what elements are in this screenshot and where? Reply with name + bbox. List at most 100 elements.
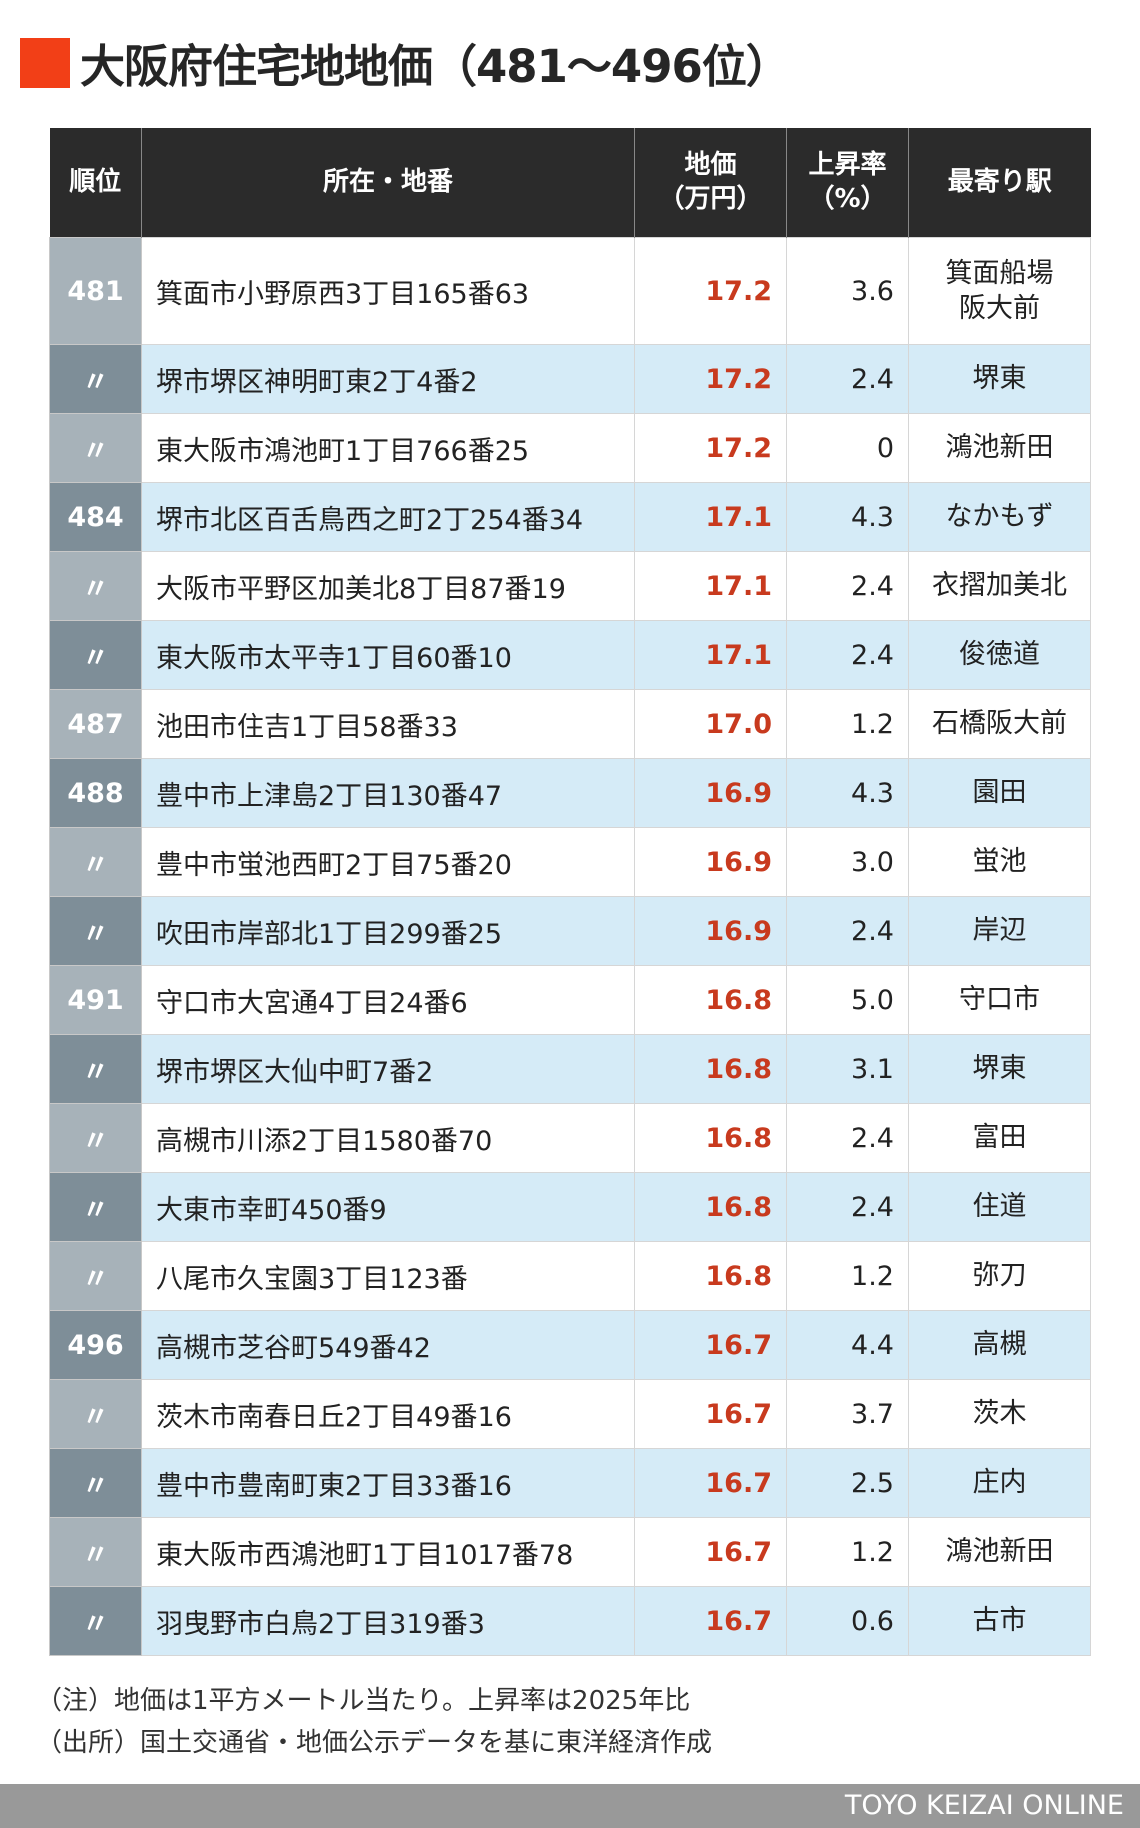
cell-price: 16.9 <box>634 896 787 966</box>
cell-address: 吹田市岸部北1丁目299番25 <box>141 896 635 966</box>
cell-rank: 〃 <box>49 1379 142 1449</box>
header-rate: 上昇率 （%） <box>786 128 909 238</box>
cell-rank: 〃 <box>49 1034 142 1104</box>
cell-rank: 〃 <box>49 1448 142 1518</box>
cell-address: 池田市住吉1丁目58番33 <box>141 689 635 759</box>
cell-station: 堺東 <box>908 344 1091 414</box>
cell-price: 16.8 <box>634 965 787 1035</box>
cell-station: 堺東 <box>908 1034 1091 1104</box>
table-row: 487 池田市住吉1丁目58番33 17.0 1.2 石橋阪大前 <box>49 689 1091 759</box>
cell-station: 衣摺加美北 <box>908 551 1091 621</box>
cell-price: 17.1 <box>634 620 787 690</box>
cell-rank: 〃 <box>49 1241 142 1311</box>
cell-station: 茨木 <box>908 1379 1091 1449</box>
table-row: 〃大阪市平野区加美北8丁目87番19 17.1 2.4 衣摺加美北 <box>49 551 1091 621</box>
cell-address: 豊中市蛍池西町2丁目75番20 <box>141 827 635 897</box>
cell-price: 17.2 <box>634 237 787 345</box>
cell-price: 16.7 <box>634 1448 787 1518</box>
cell-rank: 〃 <box>49 1172 142 1242</box>
table-row: 496 高槻市芝谷町549番42 16.7 4.4 高槻 <box>49 1310 1091 1380</box>
cell-rank: 488 <box>49 758 142 828</box>
cell-rate: 4.4 <box>786 1310 909 1380</box>
cell-rate: 0.6 <box>786 1586 909 1656</box>
cell-price: 16.7 <box>634 1310 787 1380</box>
land-price-table: 順位 所在・地番 地価 （万円） 上昇率 （%） 最寄り駅 481 箕面市小野原西… <box>49 128 1091 1656</box>
cell-station: 守口市 <box>908 965 1091 1035</box>
cell-rate: 3.1 <box>786 1034 909 1104</box>
cell-rank: 487 <box>49 689 142 759</box>
cell-rate: 2.4 <box>786 1103 909 1173</box>
header-rank: 順位 <box>49 128 142 238</box>
cell-station: 岸辺 <box>908 896 1091 966</box>
cell-rate: 3.6 <box>786 237 909 345</box>
cell-rate: 2.4 <box>786 896 909 966</box>
cell-price: 17.1 <box>634 482 787 552</box>
table-row: 488 豊中市上津島2丁目130番47 16.9 4.3 園田 <box>49 758 1091 828</box>
table-row: 484 堺市北区百舌鳥西之町2丁254番34 17.1 4.3 なかもず <box>49 482 1091 552</box>
cell-rank: 481 <box>49 237 142 345</box>
cell-rank: 〃 <box>49 620 142 690</box>
cell-price: 16.7 <box>634 1586 787 1656</box>
note-line: （注）地価は1平方メートル当たり。上昇率は2025年比 <box>36 1686 691 1716</box>
cell-station: 俊徳道 <box>908 620 1091 690</box>
cell-address: 豊中市上津島2丁目130番47 <box>141 758 635 828</box>
cell-rate: 1.2 <box>786 1241 909 1311</box>
cell-rate: 0 <box>786 413 909 483</box>
cell-rate: 2.5 <box>786 1448 909 1518</box>
cell-station: 箕面船場 阪大前 <box>908 237 1091 345</box>
cell-address: 大阪市平野区加美北8丁目87番19 <box>141 551 635 621</box>
cell-price: 17.2 <box>634 344 787 414</box>
table-row: 〃吹田市岸部北1丁目299番25 16.9 2.4 岸辺 <box>49 896 1091 966</box>
table-row: 〃豊中市蛍池西町2丁目75番20 16.9 3.0 蛍池 <box>49 827 1091 897</box>
cell-rank: 〃 <box>49 1517 142 1587</box>
cell-price: 16.8 <box>634 1241 787 1311</box>
cell-station: 高槻 <box>908 1310 1091 1380</box>
cell-station: 富田 <box>908 1103 1091 1173</box>
cell-address: 堺市堺区大仙中町7番2 <box>141 1034 635 1104</box>
cell-rank: 〃 <box>49 896 142 966</box>
header-price: 地価 （万円） <box>634 128 787 238</box>
cell-address: 堺市堺区神明町東2丁4番2 <box>141 344 635 414</box>
cell-station: 弥刀 <box>908 1241 1091 1311</box>
table-row: 〃堺市堺区大仙中町7番2 16.8 3.1 堺東 <box>49 1034 1091 1104</box>
title-accent-square <box>20 37 70 88</box>
cell-address: 茨木市南春日丘2丁目49番16 <box>141 1379 635 1449</box>
cell-rank: 〃 <box>49 413 142 483</box>
cell-address: 守口市大宮通4丁目24番6 <box>141 965 635 1035</box>
table-row: 〃高槻市川添2丁目1580番70 16.8 2.4 富田 <box>49 1103 1091 1173</box>
page-title: 大阪府住宅地地価（481〜496位） <box>80 40 791 93</box>
cell-address: 高槻市芝谷町549番42 <box>141 1310 635 1380</box>
cell-address: 東大阪市西鴻池町1丁目1017番78 <box>141 1517 635 1587</box>
header-address: 所在・地番 <box>141 128 635 238</box>
table-row: 〃堺市堺区神明町東2丁4番2 17.2 2.4 堺東 <box>49 344 1091 414</box>
cell-station: 住道 <box>908 1172 1091 1242</box>
cell-rate: 2.4 <box>786 1172 909 1242</box>
table-row: 〃大東市幸町450番9 16.8 2.4 住道 <box>49 1172 1091 1242</box>
cell-station: 古市 <box>908 1586 1091 1656</box>
cell-price: 17.0 <box>634 689 787 759</box>
cell-address: 東大阪市鴻池町1丁目766番25 <box>141 413 635 483</box>
header-station: 最寄り駅 <box>908 128 1091 238</box>
table-row: 〃茨木市南春日丘2丁目49番16 16.7 3.7 茨木 <box>49 1379 1091 1449</box>
table-row: 〃八尾市久宝園3丁目123番 16.8 1.2 弥刀 <box>49 1241 1091 1311</box>
cell-station: 園田 <box>908 758 1091 828</box>
title-block: 大阪府住宅地地価（481〜496位） <box>20 30 791 95</box>
cell-address: 大東市幸町450番9 <box>141 1172 635 1242</box>
cell-price: 16.7 <box>634 1379 787 1449</box>
cell-rank: 〃 <box>49 344 142 414</box>
cell-rank: 484 <box>49 482 142 552</box>
cell-rank: 496 <box>49 1310 142 1380</box>
cell-price: 16.7 <box>634 1517 787 1587</box>
cell-rate: 2.4 <box>786 344 909 414</box>
cell-address: 豊中市豊南町東2丁目33番16 <box>141 1448 635 1518</box>
cell-address: 八尾市久宝園3丁目123番 <box>141 1241 635 1311</box>
cell-station: 鴻池新田 <box>908 1517 1091 1587</box>
table-row: 481 箕面市小野原西3丁目165番63 17.2 3.6 箕面船場 阪大前 <box>49 237 1091 345</box>
cell-rate: 3.0 <box>786 827 909 897</box>
cell-rate: 1.2 <box>786 1517 909 1587</box>
cell-price: 16.8 <box>634 1103 787 1173</box>
cell-rank: 〃 <box>49 551 142 621</box>
cell-rank: 〃 <box>49 1586 142 1656</box>
cell-station: なかもず <box>908 482 1091 552</box>
cell-price: 16.9 <box>634 758 787 828</box>
